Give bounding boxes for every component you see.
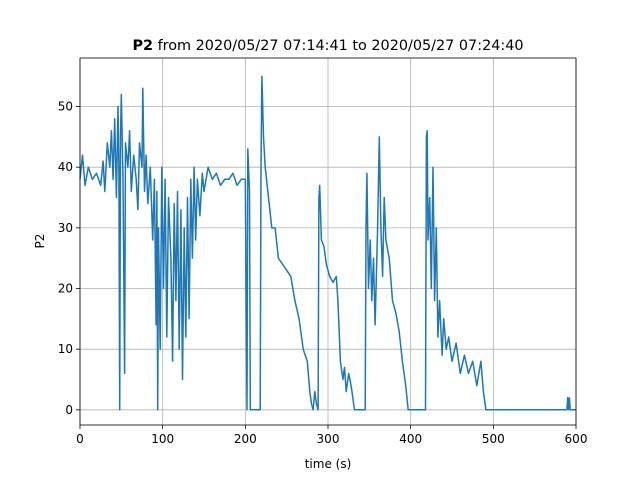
x-tick-label: 600 xyxy=(565,432,588,446)
y-tick-label: 50 xyxy=(58,100,73,114)
x-tick-label: 0 xyxy=(76,432,84,446)
y-tick-label: 0 xyxy=(65,403,73,417)
x-tick-label: 300 xyxy=(317,432,340,446)
data-line xyxy=(79,75,576,411)
x-tick-label: 100 xyxy=(151,432,174,446)
y-tick-label: 10 xyxy=(58,342,73,356)
chart-title: P2 from 2020/05/27 07:14:41 to 2020/05/2… xyxy=(132,38,523,54)
x-tick-label: 500 xyxy=(482,432,505,446)
x-tick-label: 400 xyxy=(399,432,422,446)
y-tick-label: 20 xyxy=(58,282,73,296)
x-axis-label: time (s) xyxy=(305,457,352,471)
y-tick-label: 40 xyxy=(58,160,73,174)
y-axis-label: P2 xyxy=(33,234,47,249)
title-text: from 2020/05/27 07:14:41 to 2020/05/27 0… xyxy=(158,38,524,54)
x-tick-label: 200 xyxy=(234,432,257,446)
y-tick-label: 30 xyxy=(58,221,73,235)
plot-frame xyxy=(79,57,577,426)
title-bold: P2 xyxy=(132,38,153,54)
